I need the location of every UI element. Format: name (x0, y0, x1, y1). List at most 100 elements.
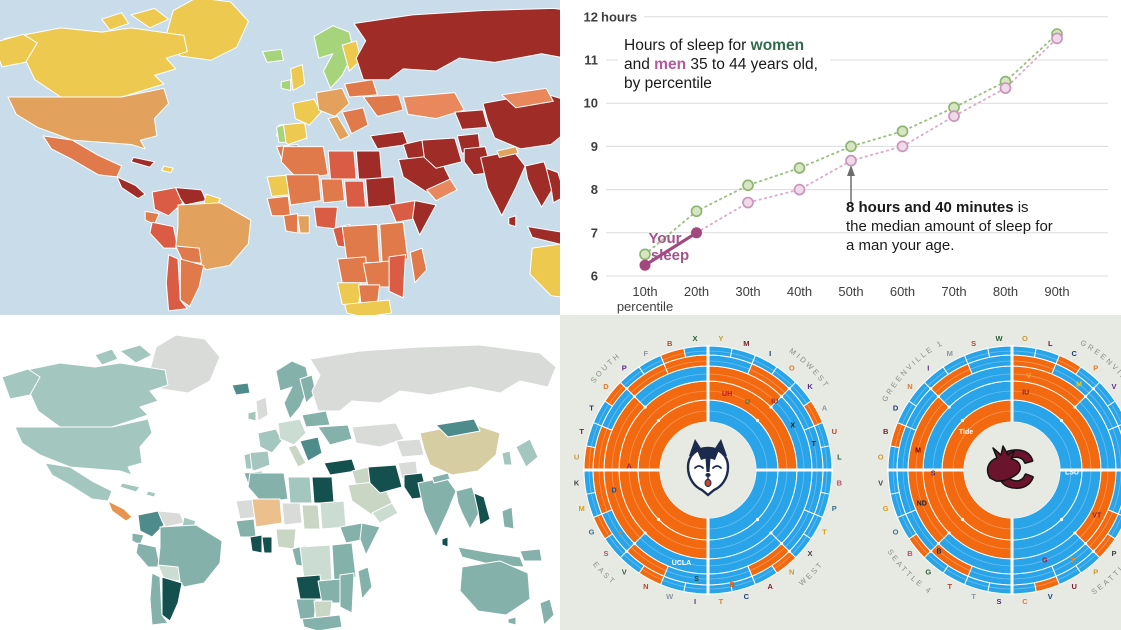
spoke-dot (632, 541, 637, 546)
region-portugal (275, 124, 287, 143)
region-iceland (231, 382, 251, 396)
region-korea (501, 450, 513, 466)
region-venezuela (157, 510, 185, 528)
inner-logo-mark: M (1076, 382, 1082, 389)
spoke-dot (1073, 531, 1077, 535)
sleep-percentile-chart: 6 7 8 9 10 11 12 hours 10th percentile 20th 30th 40… (560, 0, 1121, 315)
region-vietnam (545, 167, 560, 204)
region-niger (320, 178, 346, 204)
team-logo-mark: T (947, 582, 952, 591)
chart-title-line-1: Hours of sleep for women (624, 37, 804, 54)
your-sleep-dot-20th (691, 227, 702, 239)
region-ireland (280, 79, 292, 91)
spoke-dot (643, 531, 647, 535)
spoke-dot (947, 531, 951, 535)
inner-logo-mark: X (790, 422, 795, 429)
team-logo-mark: C (1072, 349, 1078, 358)
team-logo-mark: S (971, 339, 976, 348)
team-logo-mark: D (893, 403, 899, 412)
your-sleep-line (644, 231, 698, 267)
region-egypt (311, 476, 335, 504)
region-chile (165, 254, 188, 312)
region-centralamerica (116, 176, 146, 199)
x-tick-label: 10th (632, 284, 657, 299)
team-logo-mark: P (622, 363, 627, 372)
spoke-dot (947, 405, 951, 409)
annotation-line-1: 8 hours and 40 minutes is (846, 199, 1029, 216)
team-logo-mark: O (893, 528, 899, 537)
your-sleep-label-1: Your (648, 230, 681, 247)
y-tick-label: 6 (591, 269, 598, 284)
inner-logo-mark: Tide (959, 429, 973, 436)
region-arctic2 (94, 348, 119, 366)
region-srilanka (508, 215, 517, 228)
region-colombia (137, 510, 165, 538)
spoke-dot (929, 387, 933, 391)
region-kazakh (351, 422, 405, 448)
region-alaska (1, 368, 41, 400)
team-logo-mark: B (837, 478, 843, 487)
spoke-dot (625, 549, 629, 553)
team-logo-mark: F (643, 349, 648, 358)
region-canada (11, 362, 169, 428)
spoke-dot (960, 517, 965, 522)
region-senegalguinea (266, 195, 292, 217)
men-dot-30th (742, 196, 754, 209)
team-logo-mark: K (574, 478, 580, 487)
region-russia (353, 7, 560, 81)
spoke-dot (936, 541, 941, 546)
inner-logo-mark: B (937, 549, 942, 556)
region-mali (285, 174, 322, 206)
inner-logo-mark: UH (722, 391, 732, 398)
spoke-dot (625, 387, 629, 391)
team-logo-mark: V (622, 568, 627, 577)
region-iran (367, 464, 403, 494)
team-logo-mark: W (666, 592, 674, 601)
region-nordics (275, 360, 311, 420)
team-logo-mark: M (579, 504, 585, 513)
region-centralasia (454, 109, 489, 130)
annotation-arrow-head (847, 165, 855, 176)
region-tasmania (507, 616, 517, 626)
region-argentina (161, 576, 183, 622)
region-centraleurope (277, 418, 307, 446)
region-colombia (151, 187, 184, 217)
region-senegalguinea (235, 518, 257, 538)
region-label: EAST (591, 560, 618, 587)
team-logo-mark: A (822, 403, 828, 412)
spoke-dot (787, 549, 791, 553)
spoke-dot (1059, 418, 1064, 423)
region-chad (301, 504, 321, 530)
region-balkans (299, 436, 323, 462)
region-venezuela (175, 187, 207, 206)
region-uk (290, 64, 306, 91)
team-logo-mark: K (807, 382, 813, 391)
region-label: WEST (797, 559, 825, 587)
team-logo-mark: V (878, 478, 883, 487)
men-dot-90th (1051, 32, 1063, 45)
inner-logo-mark: U (745, 399, 750, 406)
region-argentina (179, 258, 205, 307)
inner-logo-mark: S (694, 576, 699, 583)
region-myanthai (455, 486, 481, 530)
team-logo-mark: G (883, 504, 889, 513)
region-centraleurope (315, 87, 350, 117)
region-chad (344, 180, 367, 208)
region-yemenoman (371, 502, 399, 524)
region-iceland (261, 48, 285, 63)
spoke-dot (787, 387, 791, 391)
region-japan (515, 438, 539, 468)
bracket-circle-2: OLCPVULVMLHPPUVCSTTGBOGVOBDNIMSWIUVMLSUV… (878, 334, 1121, 606)
team-logo-mark: W (996, 334, 1004, 343)
region-uk (255, 396, 269, 422)
team-logo-mark: I (927, 363, 929, 372)
inner-logo-mark: D (612, 487, 617, 494)
team-logo-mark: M (743, 339, 749, 348)
team-logo-mark: U (574, 453, 579, 462)
region-mongolia (501, 87, 554, 109)
region-usa (14, 418, 153, 476)
region-angola (295, 574, 323, 600)
x-tick-label: 70th (941, 284, 966, 299)
spoke-dot (643, 405, 647, 409)
region-chile (149, 572, 169, 626)
